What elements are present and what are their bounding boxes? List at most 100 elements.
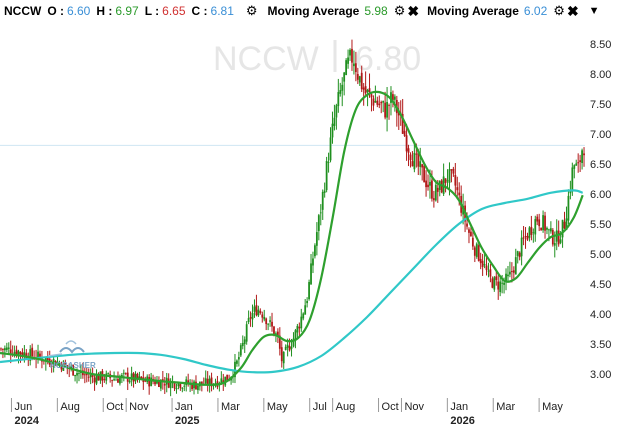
x-tick-label: Aug [60,401,80,413]
candle-body [575,163,578,166]
high-label: H : [96,4,113,18]
candle-body [323,190,326,193]
candle-body [37,351,39,358]
candle-body [85,373,88,376]
candle-body [557,230,560,245]
open-label: O : [47,4,64,18]
candle-body [360,72,363,90]
indicator1-label: Moving Average [267,4,360,18]
candle-body [561,219,564,238]
x-tick-label: Jan [450,401,468,413]
candle-body [64,363,67,365]
candle-body [471,237,474,247]
candle-body [130,373,133,381]
y-tick-label: 4.50 [590,279,611,291]
candle-body [226,374,229,381]
candle-body [536,216,539,222]
close-icon[interactable]: ✖ [566,2,579,19]
candle-body [66,365,69,368]
y-tick-label: 4.00 [590,309,611,321]
candle-body [522,237,525,239]
candle-body [128,380,131,383]
gear-icon[interactable]: ⚙ [393,3,406,18]
watermark-price: 6.80 [355,40,421,78]
candle-body [7,347,10,349]
candle-body [87,376,90,378]
candle-body [124,373,127,374]
candle-body [376,100,379,105]
candle-body [327,161,330,163]
y-tick-label: 7.50 [590,99,611,111]
low-label: L : [144,4,160,18]
candle-body [208,378,211,386]
symbol-label: NCCW [4,4,42,18]
candle-body [378,103,381,106]
candle-body [434,184,437,201]
candle-body [150,377,153,386]
candle-body [255,305,258,316]
candle-body [140,376,143,380]
year-label: 2026 [450,415,474,427]
candle-body [499,281,502,293]
candlestick-series [0,39,585,397]
candle-body [280,347,283,362]
candle-body [191,382,193,390]
year-label: 2025 [175,415,199,427]
candle-body [583,153,585,156]
candle-body [540,227,543,231]
x-tick-label: Oct [106,401,123,413]
candle-body [15,349,18,356]
low-value: 6.65 [162,4,186,18]
candle-body [497,281,500,290]
y-tick-label: 3.00 [590,369,611,381]
y-tick-label: 8.50 [590,39,611,51]
candle-body [505,273,507,283]
candle-body [448,169,451,183]
candle-body [538,219,541,227]
candle-body [401,113,404,134]
gear-icon[interactable]: ⚙ [245,3,258,18]
candle-body [415,153,418,155]
candle-body [407,148,410,153]
candle-body [343,72,346,82]
candle-body [183,385,186,387]
candle-body [271,321,273,327]
x-axis: Jun Aug Oct Nov Jan Mar May Jul Aug Oct Nov Jan Mar M… [10,398,563,427]
candle-body [483,264,486,266]
open-value: 6.60 [67,4,91,18]
candle-body [163,384,166,386]
candle-body [452,168,455,174]
candle-body [300,316,303,329]
candle-body [425,180,427,188]
x-tick-label: Mar [221,401,240,413]
candle-body [241,342,244,347]
candle-body [479,258,482,264]
candle-body [17,351,20,357]
candle-body [74,375,76,377]
candle-body [206,378,209,386]
close-icon[interactable]: ✖ [407,2,420,19]
candle-body [444,178,447,183]
candle-body [481,260,484,268]
candle-body [429,181,431,186]
candle-body [31,347,34,357]
candle-body [237,357,240,360]
candle-body [200,381,203,385]
candle-body [148,377,151,387]
x-tick-label: Jul [313,401,327,413]
candle-body [335,105,338,118]
candle-body [50,366,53,367]
candle-body [477,245,480,261]
candle-body [312,258,314,266]
close-label: C : [191,4,208,18]
y-axis: 3.00 3.50 4.00 4.50 5.00 5.50 6.00 6.50 7.00 7.50… [590,39,611,381]
candle-body [518,252,521,258]
collapse-triangle-icon[interactable]: ▼ [588,5,600,17]
candle-body [501,282,504,284]
candle-body [29,349,32,361]
candle-body [278,335,281,349]
gear-icon[interactable]: ⚙ [553,3,565,18]
candle-body [370,94,373,98]
candle-body [245,324,248,342]
